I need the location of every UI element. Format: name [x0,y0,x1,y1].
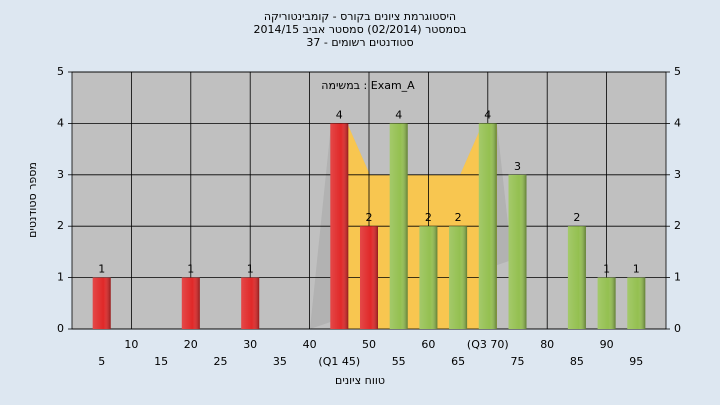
x-tick-label: 5 [98,355,105,368]
data-label: 2 [366,211,373,224]
x-tick-label: 80 [540,338,554,351]
data-label: 1 [603,263,610,276]
y2-tick-label: 1 [674,271,681,284]
x-tick-label: 65 [451,355,465,368]
bar-shade [449,226,468,329]
data-label: 1 [98,263,105,276]
bar-shade [330,123,349,330]
bar-shade [92,277,111,329]
x-tick-label: 50 [362,338,376,351]
bar-shade [508,174,527,329]
data-label: 1 [187,263,194,276]
chart-subtitle: סטודנטים רשומים - 37 [306,36,413,49]
data-label: 3 [514,160,521,173]
data-label: 4 [336,108,343,121]
x-tick-label: 40 [303,338,317,351]
data-label: 4 [484,108,491,121]
bar-shade [419,226,438,329]
data-label: 2 [425,211,432,224]
bar-shade [360,226,378,329]
bar-shade [627,277,646,329]
bar-shade [597,277,616,329]
y-tick-label: 2 [57,219,64,232]
x-tick-label: 20 [184,338,198,351]
x-tick-label: 15 [154,355,168,368]
chart-subtitle: בסמסטר (02/2014) סמסטר אביב 2014/15 [253,23,466,36]
x-tick-label: 60 [421,338,435,351]
y-tick-label: 4 [57,116,64,129]
x-tick-label: 10 [124,338,138,351]
data-label: 4 [395,108,402,121]
x-tick-label: 35 [273,355,287,368]
x-tick-label: 95 [629,355,643,368]
y2-tick-label: 5 [674,65,681,78]
x-tick-label: 90 [600,338,614,351]
y-tick-label: 3 [57,168,64,181]
y2-tick-label: 0 [674,322,681,335]
bar-shade [241,277,260,329]
x-tick-label: (Q1 45) [318,355,360,368]
y-tick-label: 5 [57,65,64,78]
bar-shade [181,277,200,329]
y2-tick-label: 2 [674,219,681,232]
x-tick-label: 30 [243,338,257,351]
data-label: 1 [247,263,254,276]
y2-tick-label: 4 [674,116,681,129]
data-label: 2 [455,211,462,224]
annotation: במשימה : Exam_A [321,79,415,92]
x-tick-label: 75 [511,355,525,368]
chart-title: היסטוגרמת ציונים בקורס - קומבינטוריקה [264,10,456,23]
x-tick-label: (Q3 70) [467,338,509,351]
x-axis-label: טווח ציונים [335,374,385,387]
x-tick-label: 25 [214,355,228,368]
y-axis-label: מספר סטודנטים [26,162,39,238]
x-tick-label: 85 [570,355,584,368]
y2-tick-label: 3 [674,168,681,181]
data-label: 1 [633,263,640,276]
y-tick-label: 1 [57,271,64,284]
bar-shade [389,123,408,330]
x-tick-label: 55 [392,355,406,368]
bar-shade [567,226,586,329]
y-tick-label: 0 [57,322,64,335]
bar-shade [478,123,497,330]
data-label: 2 [573,211,580,224]
